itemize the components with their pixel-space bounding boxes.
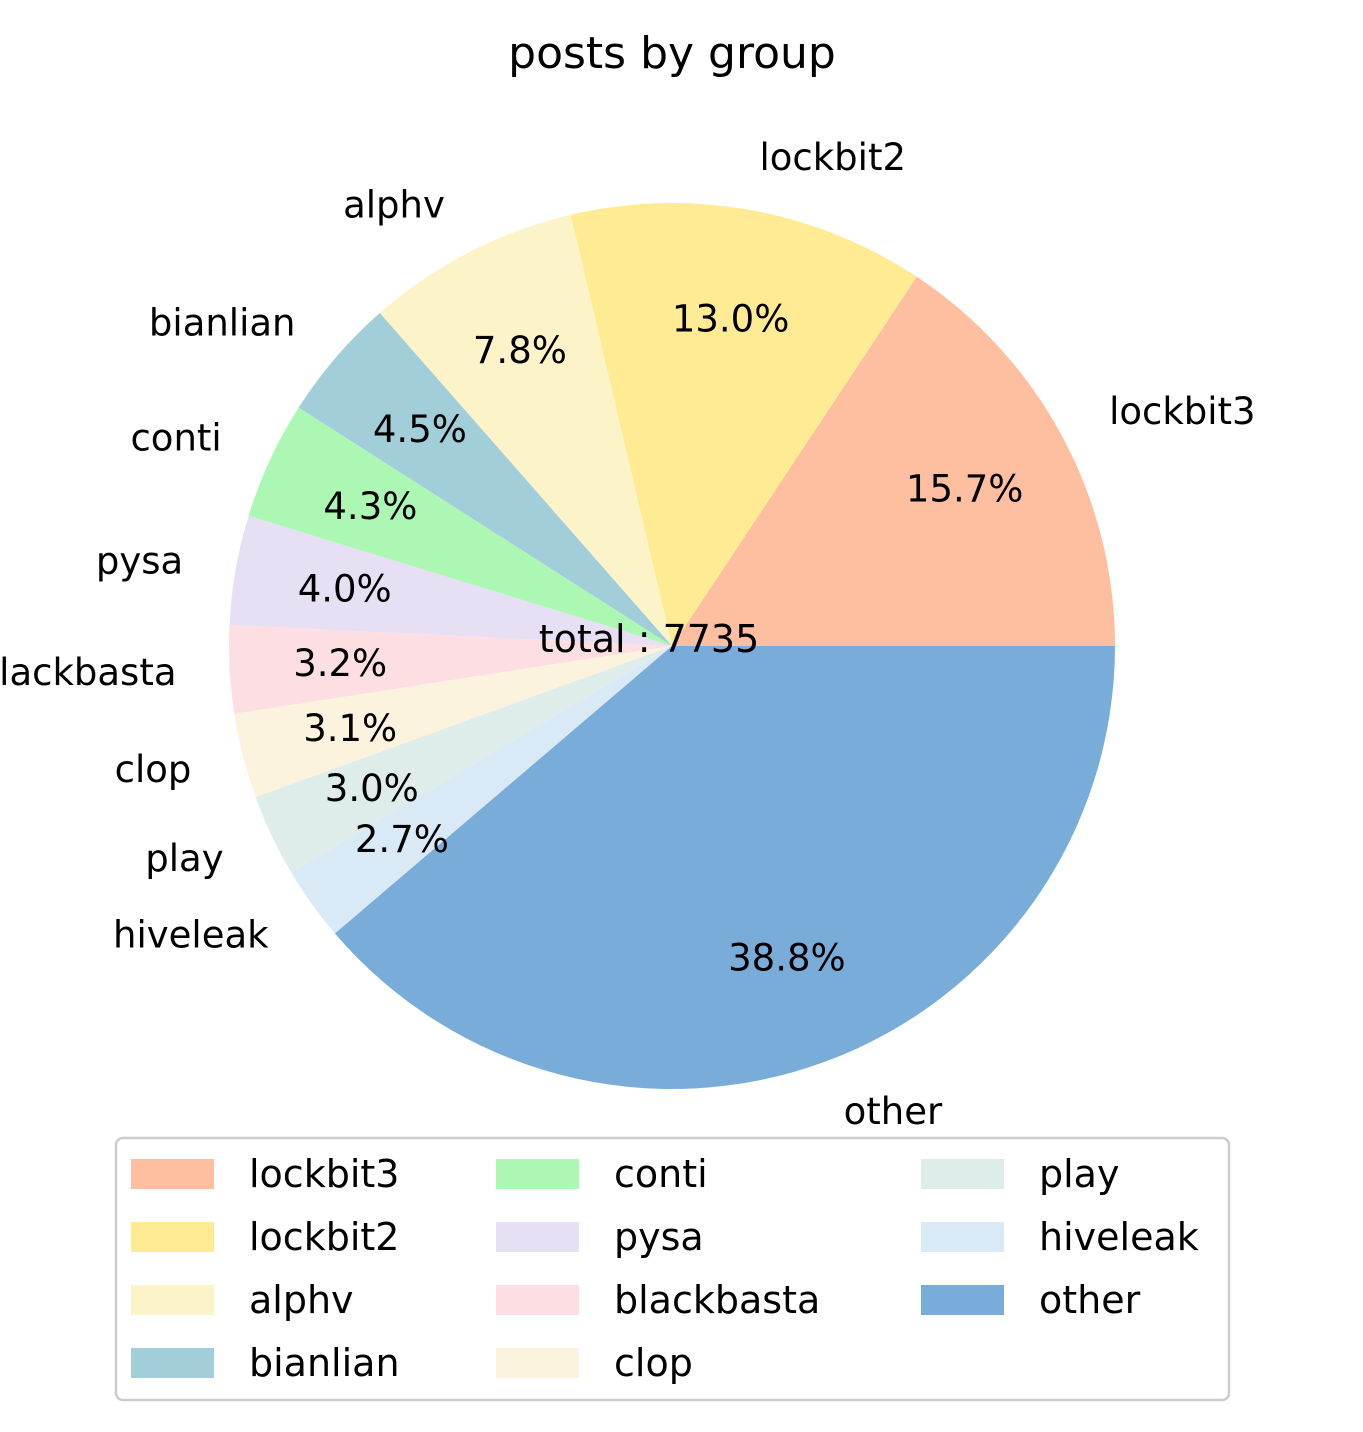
total-label: total : 7735 (539, 617, 760, 661)
pct-label-conti: 4.3% (323, 485, 417, 528)
pct-label-other: 38.8% (728, 936, 846, 979)
legend: lockbit3 lockbit2 alphv bianlian conti pysa bl… (114, 1136, 1231, 1402)
slice-label-hiveleak: hiveleak (113, 913, 269, 956)
legend-label-conti: conti (614, 1152, 708, 1196)
slice-lockbit3 (672, 276, 1115, 646)
pct-label-blackbasta: 3.2% (293, 642, 387, 685)
legend-label-other: other (1039, 1278, 1141, 1322)
legend-swatch-conti (496, 1159, 579, 1189)
legend-swatch-pysa (496, 1222, 579, 1252)
slice-label-conti: conti (130, 416, 221, 459)
slice-other (334, 646, 1115, 1089)
slice-label-play: play (145, 837, 223, 880)
slice-label-lockbit3: lockbit3 (1109, 390, 1256, 433)
pct-label-play: 3.0% (325, 767, 419, 810)
slice-label-alphv: alphv (343, 183, 445, 226)
slice-conti (248, 407, 673, 646)
slice-alphv (379, 214, 672, 647)
legend-label-blackbasta: blackbasta (614, 1278, 820, 1322)
legend-swatch-bianlian (131, 1348, 214, 1378)
slice-lockbit2 (570, 202, 917, 647)
pct-label-bianlian: 4.5% (373, 408, 467, 451)
slice-play (255, 646, 673, 873)
slice-label-clop: clop (115, 748, 192, 791)
legend-swatch-hiveleak (921, 1222, 1004, 1252)
legend-swatch-blackbasta (496, 1285, 579, 1315)
slice-blackbasta (228, 625, 673, 714)
pie-slices (228, 202, 1115, 1089)
slice-label-blackbasta: blackbasta (0, 651, 177, 694)
pct-label-lockbit2: 13.0% (672, 298, 790, 341)
legend-label-hiveleak: hiveleak (1039, 1215, 1199, 1259)
legend-label-bianlian: bianlian (249, 1341, 400, 1385)
slice-label-other: other (844, 1090, 943, 1133)
legend-swatch-lockbit3 (131, 1159, 214, 1189)
legend-frame (114, 1136, 1231, 1402)
legend-swatch-other (921, 1285, 1004, 1315)
legend-label-alphv: alphv (249, 1278, 354, 1322)
slice-pysa (229, 515, 673, 646)
legend-label-pysa: pysa (614, 1215, 704, 1259)
pct-label-hiveleak: 2.7% (355, 818, 449, 861)
legend-label-lockbit3: lockbit3 (249, 1152, 399, 1196)
legend-label-lockbit2: lockbit2 (249, 1215, 399, 1259)
legend-swatch-alphv (131, 1285, 214, 1315)
pct-label-alphv: 7.8% (473, 329, 567, 372)
slice-label-lockbit2: lockbit2 (760, 136, 907, 179)
slice-labels: 15.7% lockbit3 13.0% lockbit2 7.8% alphv 4.5% b… (0, 136, 1256, 1133)
pct-label-lockbit3: 15.7% (906, 467, 1024, 510)
slice-hiveleak (291, 646, 672, 934)
pct-label-clop: 3.1% (303, 707, 397, 750)
legend-swatch-lockbit2 (131, 1222, 214, 1252)
legend-label-clop: clop (614, 1341, 693, 1385)
legend-label-play: play (1039, 1152, 1119, 1196)
slice-label-pysa: pysa (96, 539, 183, 582)
pct-label-pysa: 4.0% (298, 567, 392, 610)
chart-title: posts by group (508, 28, 836, 79)
legend-swatch-play (921, 1159, 1004, 1189)
slice-bianlian (298, 313, 672, 646)
slice-clop (234, 646, 673, 798)
legend-swatch-clop (496, 1348, 579, 1378)
slice-label-bianlian: bianlian (149, 301, 296, 344)
